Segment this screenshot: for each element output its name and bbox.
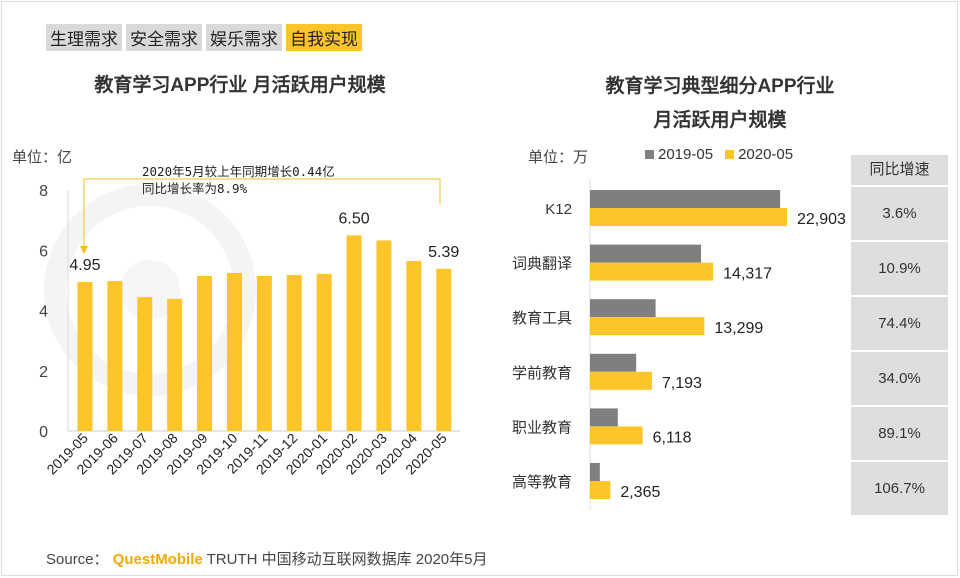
source-text: TRUTH 中国移动互联网数据库 2020年5月 (206, 551, 488, 568)
source-brand: QuestMobile (112, 551, 203, 568)
annotation-line1: 2020年5月较上年同期增长0.44亿 (142, 164, 335, 179)
data-label: 2,365 (620, 484, 660, 501)
bar-2019-06 (107, 281, 123, 431)
bar-2020-05 (436, 268, 452, 431)
growth-table-cell: 3.6% (851, 187, 948, 240)
right-title-line1: 教育学习典型细分APP行业 (605, 76, 835, 97)
bar-2020-02 (346, 235, 362, 431)
bar-2020-学前教育 (590, 371, 652, 390)
legend-swatch-yellow (725, 150, 735, 159)
annotation: 2020年5月较上年同期增长0.44亿 同比增长率为8.9% (142, 163, 335, 197)
category-label: 教育工具 (512, 310, 572, 327)
tab-safety[interactable]: 安全需求 (126, 24, 202, 51)
bar-2019-12 (286, 275, 302, 431)
y-tick-label: 2 (39, 364, 48, 381)
data-label: 4.95 (69, 257, 100, 274)
tab-physiological[interactable]: 生理需求 (46, 24, 122, 51)
bar-2020-高等教育 (590, 481, 611, 499)
left-unit: 单位：亿 (12, 149, 73, 166)
bar-2019-07 (137, 297, 153, 431)
bar-2020-03 (376, 240, 392, 431)
annotation-arrow (80, 246, 88, 254)
annotation-bracket (83, 178, 441, 248)
y-tick-label: 6 (39, 243, 48, 260)
legend-2020: 2020-05 (725, 146, 793, 163)
growth-table-cell: 89.1% (851, 407, 948, 460)
bar-2020-词典翻译 (590, 262, 714, 281)
y-tick-label: 4 (39, 304, 48, 321)
category-tabs: 生理需求 安全需求 娱乐需求 自我实现 (46, 24, 362, 51)
data-label: 22,903 (797, 211, 846, 228)
bar-2019-词典翻译 (590, 244, 702, 263)
data-label: 6.50 (338, 210, 369, 227)
category-label: 职业教育 (512, 419, 572, 436)
left-chart-title: 教育学习APP行业 月活跃用户规模 (94, 75, 386, 96)
growth-table-header: 同比增速 (851, 155, 948, 185)
growth-table-cell: 74.4% (851, 297, 948, 350)
bar-2019-教育工具 (590, 299, 656, 318)
bar-2020-01 (316, 273, 332, 431)
legend-label-2019: 2019-05 (658, 146, 714, 163)
legend-label-2020: 2020-05 (738, 146, 794, 163)
category-label: 高等教育 (512, 473, 572, 491)
bar-2019-K12 (590, 190, 781, 208)
data-label: 6,118 (653, 429, 692, 446)
watermark-dot (120, 260, 180, 320)
data-label: 14,317 (723, 266, 772, 283)
bar-2020-04 (406, 260, 422, 431)
right-chart-title: 教育学习典型细分APP行业 月活跃用户规模 (560, 70, 880, 138)
growth-table-cell: 34.0% (851, 352, 948, 405)
growth-table-cell: 106.7% (851, 462, 948, 515)
data-label: 13,299 (714, 320, 763, 337)
y-tick-label: 0 (39, 424, 48, 441)
category-label: K12 (545, 201, 572, 218)
y-tick-label: 8 (39, 183, 48, 200)
bar-2020-教育工具 (590, 317, 705, 336)
growth-table-cell: 10.9% (851, 242, 948, 295)
data-label: 5.39 (428, 244, 459, 261)
tab-entertainment[interactable]: 娱乐需求 (206, 24, 282, 51)
bar-2020-职业教育 (590, 426, 643, 445)
source-prefix: Source： (46, 551, 109, 568)
bar-2019-职业教育 (590, 408, 618, 427)
tab-self-actualization[interactable]: 自我实现 (286, 24, 362, 51)
right-title-line2: 月活跃用户规模 (653, 110, 787, 131)
bar-2020-K12 (590, 208, 787, 226)
legend-2019: 2019-05 (645, 146, 713, 163)
category-label: 词典翻译 (512, 256, 572, 273)
bar-2019-11 (256, 275, 272, 431)
data-label: 7,193 (662, 375, 702, 392)
bar-2019-高等教育 (590, 463, 600, 481)
bar-2019-09 (197, 275, 213, 431)
legend: 2019-05 2020-05 (645, 146, 793, 163)
bar-2019-08 (167, 298, 183, 431)
source: Source： QuestMobile TRUTH 中国移动互联网数据库 202… (46, 548, 488, 569)
category-label: 学前教育 (512, 365, 572, 382)
right-unit: 单位：万 (528, 149, 589, 166)
legend-swatch-grey (645, 150, 654, 159)
bar-2019-05 (77, 282, 93, 431)
annotation-line2: 同比增长率为8.9% (142, 181, 248, 196)
bar-2019-10 (226, 272, 242, 431)
bar-2019-学前教育 (590, 353, 637, 372)
growth-table: 同比增速 3.6% 10.9% 74.4% 34.0% 89.1% 106.7% (851, 155, 948, 517)
